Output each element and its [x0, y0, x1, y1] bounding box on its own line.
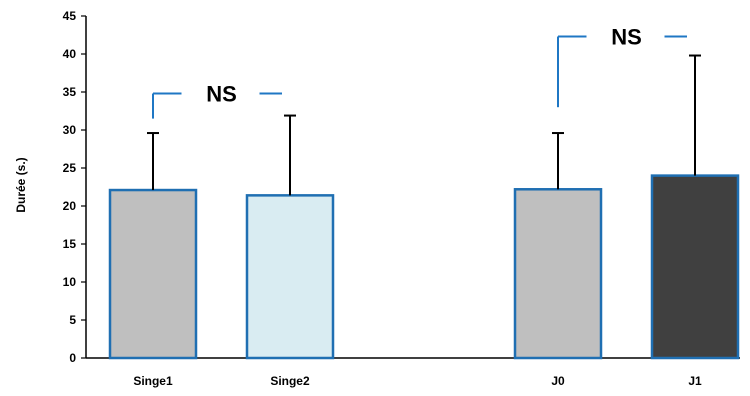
error-bars-group: [147, 54, 701, 196]
bar: [650, 174, 740, 360]
bar: [513, 188, 603, 360]
bar: [245, 194, 335, 360]
y-tick-label: 35: [63, 85, 77, 99]
y-tick-label: 25: [63, 161, 77, 175]
y-tick-label: 15: [63, 237, 77, 251]
x-tick-label: Singe1: [133, 374, 173, 388]
y-tick-label: 5: [69, 313, 76, 327]
y-axis-label: Durée (s.): [14, 157, 28, 212]
x-tick-label: J0: [551, 374, 565, 388]
annotations-group: NS NS: [152, 25, 687, 119]
x-tick-label: J1: [688, 374, 702, 388]
bars-group: [108, 174, 740, 360]
bar: [108, 188, 198, 360]
significance-label: NS: [611, 25, 642, 50]
y-tick-label: 0: [69, 351, 76, 365]
y-tick-label: 45: [63, 9, 77, 23]
y-tick-label: 40: [63, 47, 77, 61]
x-tick-label: Singe2: [270, 374, 310, 388]
y-tick-label: 30: [63, 123, 77, 137]
y-tick-label: 20: [63, 199, 77, 213]
y-tick-label: 10: [63, 275, 77, 289]
significance-label: NS: [206, 82, 237, 107]
